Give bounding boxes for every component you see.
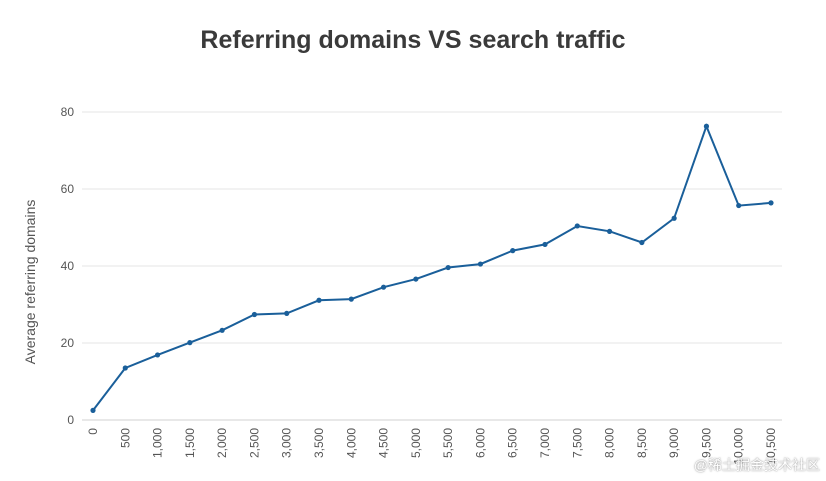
data-point [90,407,96,413]
x-tick-label: 6,000 [473,428,487,458]
x-tick-label: 3,500 [312,428,326,458]
data-point [606,228,613,234]
data-point [316,297,322,303]
data-point [574,223,580,229]
data-point [219,327,225,333]
data-point [671,215,677,221]
chart-title: Referring domains VS search traffic [200,26,626,54]
data-point [542,241,548,248]
x-tick-label: 0 [86,428,100,435]
data-point [703,123,710,129]
data-point [122,365,128,371]
y-tick-label: 80 [61,105,75,119]
x-tick-label: 10,500 [764,428,778,465]
x-tick-label: 2,000 [215,428,229,458]
x-tick-label: 5,000 [409,428,423,458]
x-tick-label: 6,500 [506,428,520,458]
data-point [413,276,419,282]
x-tick-label: 8,000 [603,428,617,458]
data-point [445,264,451,271]
x-tick-label: 1,500 [183,428,197,458]
x-tick-label: 7,000 [538,428,552,458]
y-tick-label: 60 [61,182,75,196]
x-tick-label: 4,000 [344,428,358,458]
x-tick-label: 5,500 [441,428,455,458]
data-point [154,352,161,358]
data-point [510,248,516,254]
data-point [736,202,742,209]
x-tick-labels: 0 500 1,000 1,500 2,000 2,500 3,000 3,500 4,000 4… [86,428,778,465]
x-tick-label: 10,000 [732,428,746,465]
x-tick-label: 4,500 [377,428,391,458]
x-tick-label: 500 [118,428,132,448]
data-points [90,123,774,413]
data-point [348,296,354,302]
x-tick-label: 7,500 [570,428,584,458]
x-tick-label: 9,500 [699,428,713,458]
data-point [251,311,258,318]
x-tick-label: 3,000 [280,428,294,458]
gridlines [82,111,782,344]
x-tick-label: 8,500 [635,428,649,458]
data-point [477,261,484,267]
y-axis-title: Average referring domains [22,200,38,365]
x-tick-label: 2,500 [247,428,261,458]
series-line [92,123,772,412]
data-point [284,310,290,316]
y-tick-label: 40 [61,259,75,273]
watermark: @稀土掘金技术社区 [693,457,820,473]
x-tick-label: 9,000 [667,428,681,458]
data-point [768,200,774,206]
y-tick-label: 0 [67,413,74,427]
x-tick-label: 1,000 [151,428,165,458]
data-point [187,340,193,346]
data-point [639,239,645,246]
y-tick-label: 20 [61,336,75,350]
data-point [380,284,387,290]
y-tick-labels: 0 20 40 60 80 [61,105,75,427]
